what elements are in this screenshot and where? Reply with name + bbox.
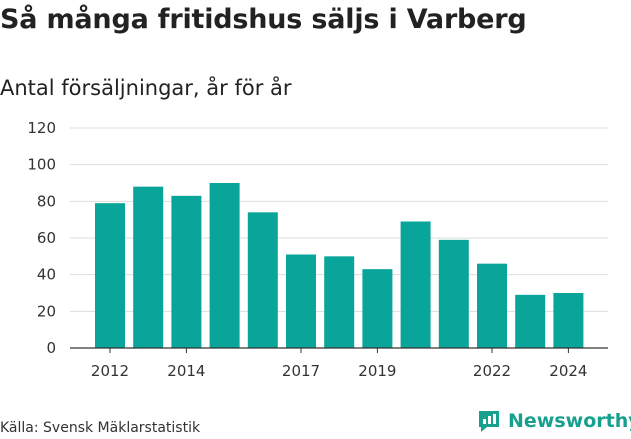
y-tick-label: 80 (37, 192, 56, 210)
y-tick-label: 40 (37, 266, 56, 284)
bar-2016 (247, 212, 278, 348)
bar-chart: 0 20 40 60 80 100 120 2012 2014 2017 2019 2022 2024 (27, 119, 608, 380)
bar-2020 (400, 221, 431, 348)
y-tick-label: 20 (37, 302, 56, 320)
bar-2012 (95, 203, 125, 348)
brand-name: Newsworthy (508, 410, 631, 432)
x-tick-label: 2022 (473, 362, 511, 380)
x-tick-label: 2012 (91, 362, 129, 380)
bar-2013 (133, 186, 164, 348)
x-tick-label: 2014 (167, 362, 205, 380)
brand-logo: Newsworthy (476, 408, 631, 434)
bar-2023 (515, 294, 546, 348)
bar-2018 (324, 256, 355, 348)
y-tick-label: 100 (27, 156, 56, 174)
bar-2024 (553, 293, 584, 348)
y-tick-label: 60 (37, 229, 56, 247)
x-tick-label: 2024 (549, 362, 587, 380)
bar-2017 (286, 254, 316, 348)
x-tick-label: 2017 (282, 362, 320, 380)
bar-2014 (171, 195, 202, 348)
source-note: Källa: Svensk Mäklarstatistik (0, 420, 201, 436)
y-tick-label: 0 (46, 339, 56, 357)
x-tick-label: 2019 (358, 362, 396, 380)
bar-2019 (362, 269, 393, 348)
bar-2021 (438, 239, 469, 348)
y-tick-label: 120 (27, 119, 56, 137)
chart-subtitle: Antal försäljningar, år för år (0, 76, 292, 100)
bar-2022 (477, 263, 507, 348)
newsworthy-logo-icon (479, 411, 499, 432)
chart-title: Så många fritidshus säljs i Varberg (0, 4, 527, 35)
bar-2015 (209, 183, 240, 348)
